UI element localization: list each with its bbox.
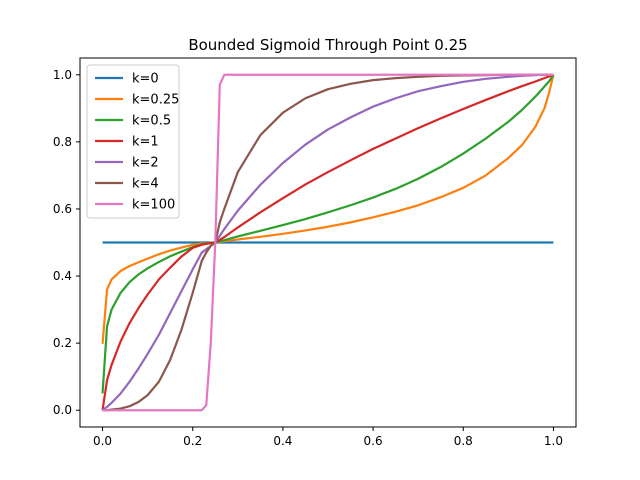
legend-label: k=0.25 xyxy=(132,93,179,108)
y-tick-label: 0.8 xyxy=(53,135,72,149)
x-tick-label: 0.6 xyxy=(364,434,383,448)
y-tick-label: 0.6 xyxy=(53,202,72,216)
plot-area-frame xyxy=(79,57,577,428)
series-line-1 xyxy=(101,74,555,344)
legend: k=0 k=0.25 k=0.5 k=1 k=2 k=4 k=100 xyxy=(86,64,180,219)
legend-box xyxy=(86,64,180,219)
legend-label: k=1 xyxy=(132,135,159,150)
series-line-3 xyxy=(101,73,554,411)
series-line-6 xyxy=(102,73,554,412)
y-axis: 0.0 0.2 0.4 0.6 0.8 1.0 xyxy=(53,68,80,417)
y-tick-label: 1.0 xyxy=(53,68,72,82)
x-tick-label: 0.4 xyxy=(273,434,292,448)
x-tick-label: 0.0 xyxy=(93,434,112,448)
legend-label: k=4 xyxy=(132,177,159,192)
y-tick-label: 0.2 xyxy=(53,336,72,350)
series-line-4 xyxy=(101,73,554,412)
x-tick-label: 0.8 xyxy=(454,434,473,448)
chart-title: Bounded Sigmoid Through Point 0.25 xyxy=(188,36,467,54)
y-tick-label: 0.4 xyxy=(53,269,72,283)
legend-label: k=2 xyxy=(132,156,159,171)
legend-label: k=100 xyxy=(132,198,175,213)
x-tick-label: 1.0 xyxy=(544,434,563,448)
x-axis: 0.0 0.2 0.4 0.6 0.8 1.0 xyxy=(93,427,563,448)
y-tick-label: 0.0 xyxy=(53,403,72,417)
x-tick-label: 0.2 xyxy=(183,434,202,448)
legend-label: k=0.5 xyxy=(132,114,171,129)
series-line-2 xyxy=(101,74,555,394)
legend-label: k=0 xyxy=(132,72,159,87)
plot-lines xyxy=(101,73,555,412)
